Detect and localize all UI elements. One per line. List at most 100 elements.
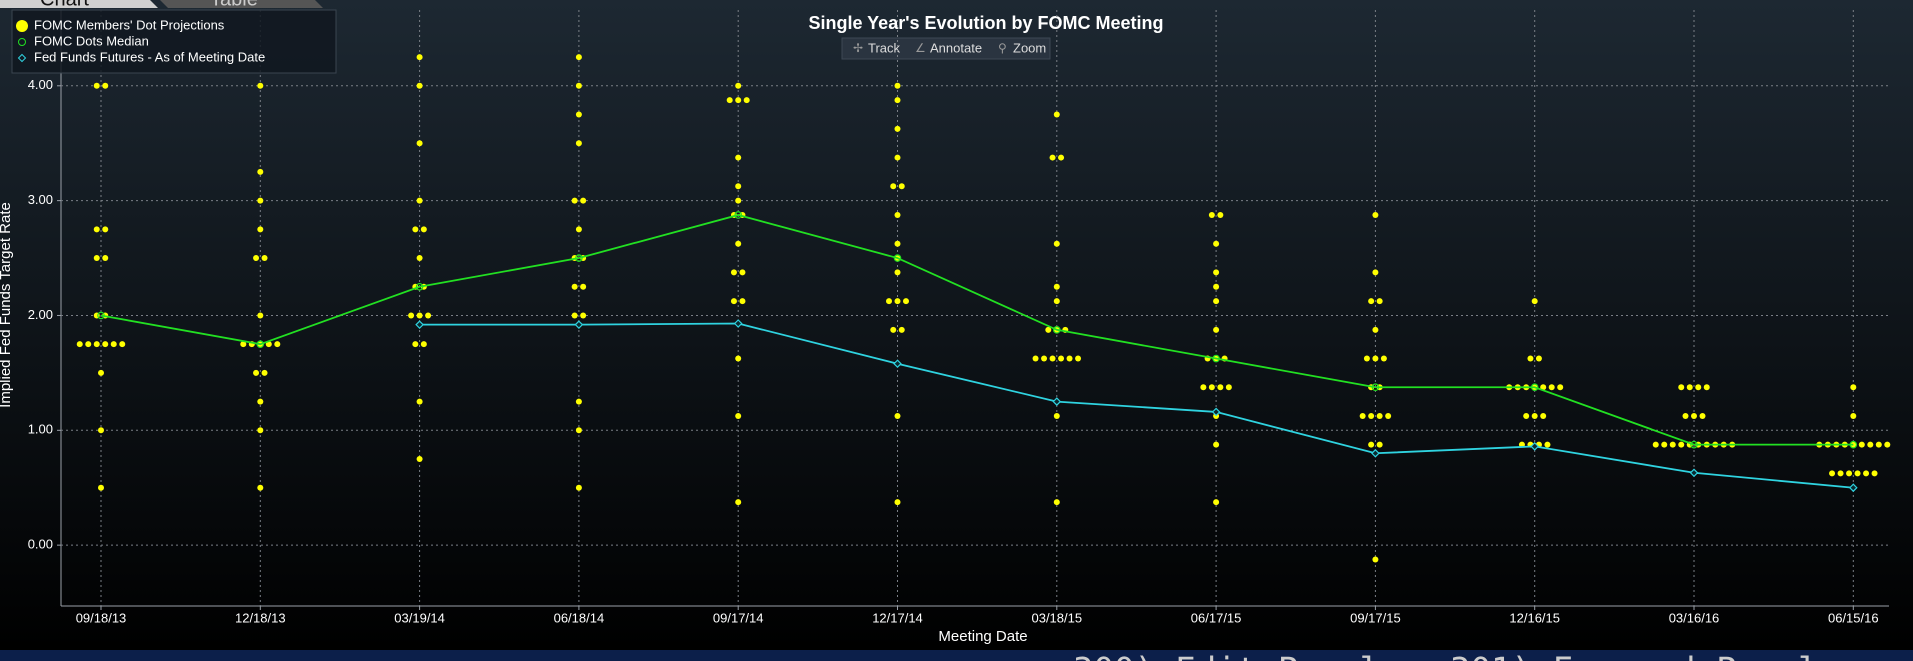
- dot-projection: [1376, 412, 1383, 419]
- dot-projection: [1376, 441, 1383, 448]
- dot-projection: [261, 255, 268, 262]
- annotate-icon: ∠: [915, 41, 926, 55]
- chart-tab[interactable]: [0, 0, 158, 8]
- dot-projection: [1686, 384, 1693, 391]
- series-line: [100, 214, 1854, 446]
- dot-projection: [575, 427, 582, 434]
- dot-projection: [1858, 441, 1865, 448]
- dot-projection: [1213, 441, 1220, 448]
- dot-projection: [1032, 355, 1039, 362]
- dot-projection: [102, 341, 109, 348]
- diamond-marker: [574, 320, 584, 329]
- dot-projection: [575, 226, 582, 233]
- annotate-button[interactable]: Annotate: [930, 40, 982, 55]
- x-tick-label: 09/18/13: [76, 610, 127, 625]
- dot-projection: [894, 499, 901, 506]
- legend-marker: [16, 20, 28, 32]
- dot-projection: [1058, 154, 1065, 161]
- diamond-marker: [1689, 468, 1699, 478]
- dot-projection: [735, 183, 742, 190]
- dot-projection: [119, 341, 126, 348]
- dot-projection: [257, 312, 264, 319]
- footer-forward[interactable]: 301) Forward Panel: [1450, 651, 1818, 661]
- x-tick-label: 09/17/15: [1350, 610, 1401, 625]
- y-axis-label: Implied Fed Funds Target Rate: [0, 202, 14, 408]
- dot-projection: [890, 183, 897, 190]
- track-button[interactable]: Track: [868, 40, 901, 55]
- dot-projection: [894, 412, 901, 419]
- table-tab-label[interactable]: Table: [210, 0, 258, 10]
- x-tick-label: 06/15/16: [1828, 610, 1879, 625]
- dot-projection: [416, 456, 423, 463]
- dot-projection: [1682, 412, 1689, 419]
- dot-projection: [416, 197, 423, 204]
- zoom-button[interactable]: Zoom: [1013, 40, 1046, 55]
- dot-projection: [1837, 470, 1844, 477]
- dot-projection: [739, 298, 746, 305]
- dot-projection: [1850, 412, 1857, 419]
- dot-projection: [1045, 326, 1052, 333]
- dot-projection: [1359, 412, 1366, 419]
- dot-projection: [265, 341, 272, 348]
- dot-projection: [735, 154, 742, 161]
- dot-projection: [890, 326, 897, 333]
- dot-projection: [1217, 384, 1224, 391]
- dot-projection: [1652, 441, 1659, 448]
- dot-projection: [1208, 211, 1215, 218]
- dot-projection: [898, 183, 905, 190]
- x-tick-label: 06/17/15: [1191, 610, 1242, 625]
- dot-projection: [571, 197, 578, 204]
- dot-projection: [416, 54, 423, 61]
- circle-marker: [415, 282, 424, 291]
- dot-projection: [1544, 441, 1551, 448]
- dot-projection: [575, 111, 582, 118]
- dot-projection: [1850, 384, 1857, 391]
- legend-marker: [17, 53, 27, 63]
- circle-marker: [893, 254, 902, 262]
- dot-projection: [1217, 211, 1224, 218]
- diamond-marker: [415, 320, 424, 329]
- dot-projection: [894, 240, 901, 247]
- dot-projection: [412, 226, 419, 233]
- circle-marker: [1212, 354, 1220, 363]
- dot-projection: [1368, 412, 1375, 419]
- x-tick-label: 12/17/14: [872, 610, 923, 625]
- dot-projection: [575, 140, 582, 147]
- dot-projection: [1058, 355, 1065, 362]
- dot-projection: [416, 255, 423, 262]
- dot-projection: [571, 283, 578, 290]
- diamond-marker: [1211, 407, 1221, 417]
- dot-projection: [240, 341, 247, 348]
- dot-projection: [1041, 355, 1048, 362]
- dot-projection: [894, 82, 901, 89]
- footer-edit[interactable]: 300) Edit Panel: [1073, 651, 1380, 661]
- dot-projection: [730, 298, 737, 305]
- dot-projection: [1053, 499, 1060, 506]
- diamond-marker: [1371, 448, 1380, 458]
- dot-projection: [1531, 298, 1538, 305]
- dot-projection: [1699, 412, 1706, 419]
- dot-projection: [1540, 412, 1547, 419]
- dot-projection: [102, 255, 109, 262]
- dot-projection: [1200, 384, 1207, 391]
- dot-projection: [1213, 269, 1220, 276]
- dot-projection: [886, 298, 892, 305]
- dot-projection: [416, 312, 423, 319]
- y-tick-label: 1.00: [28, 422, 53, 437]
- y-tick-label: 3.00: [28, 192, 53, 207]
- x-tick-label: 03/19/14: [394, 610, 445, 625]
- dot-projection: [1691, 412, 1697, 419]
- dot-projection: [1372, 326, 1379, 333]
- dot-projection: [730, 269, 737, 276]
- circle-marker: [1530, 383, 1539, 392]
- chart-tab-label[interactable]: Chart: [40, 0, 89, 10]
- dot-projection: [735, 240, 742, 247]
- dot-projection: [420, 341, 427, 348]
- legend-label: FOMC Members' Dot Projections: [34, 17, 225, 32]
- dot-projection: [253, 255, 260, 262]
- dot-projection: [575, 82, 582, 89]
- table-tab[interactable]: [160, 0, 323, 8]
- dot-projection: [1376, 298, 1383, 305]
- dot-projection: [1053, 111, 1060, 118]
